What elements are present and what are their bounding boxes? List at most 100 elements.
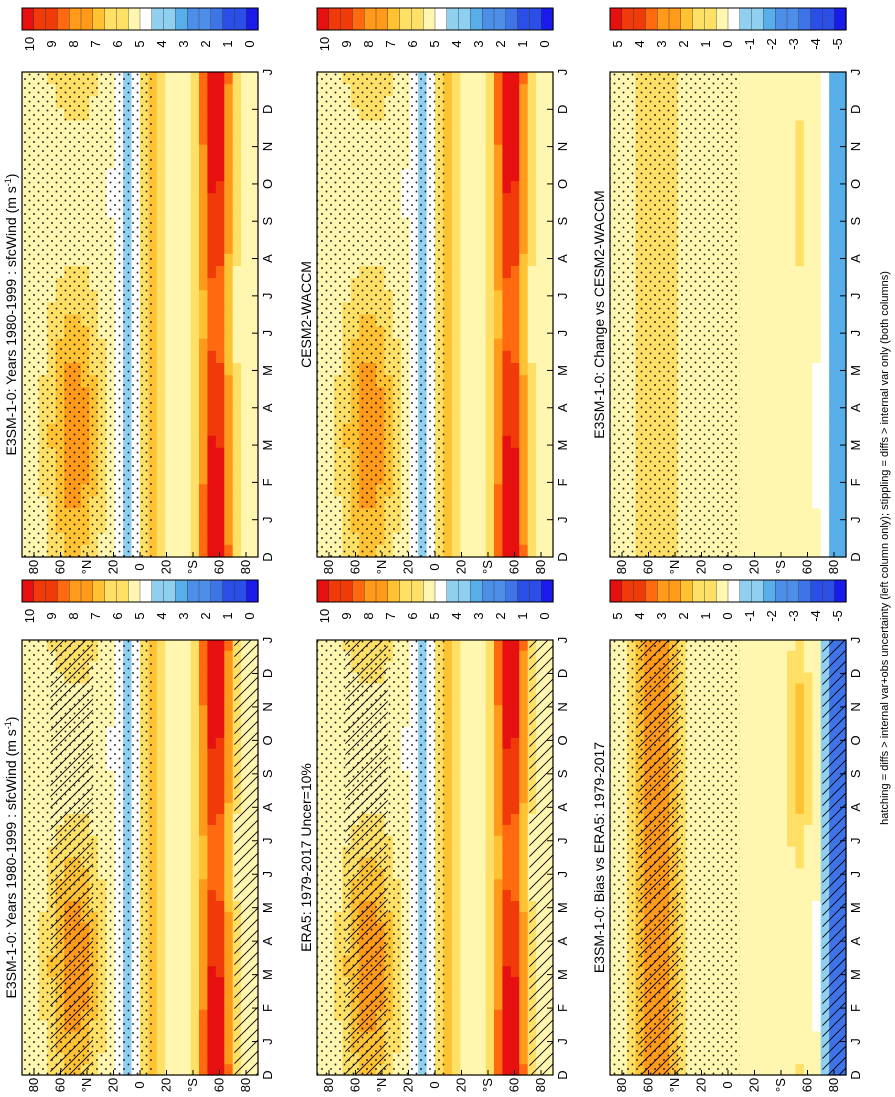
field-cell bbox=[156, 759, 166, 772]
field-cell bbox=[468, 759, 478, 772]
field-cell bbox=[148, 532, 158, 546]
field-cell bbox=[182, 350, 192, 364]
field-cell bbox=[494, 363, 504, 376]
field-cell bbox=[207, 423, 217, 437]
field-cell bbox=[536, 72, 546, 85]
field-cell bbox=[241, 302, 251, 316]
field-cell bbox=[510, 694, 520, 706]
field-cell bbox=[148, 375, 158, 388]
field-cell bbox=[502, 399, 512, 413]
field-cell bbox=[224, 132, 234, 146]
field-cell bbox=[460, 205, 470, 219]
field-cell bbox=[207, 108, 217, 122]
field-cell bbox=[173, 496, 183, 510]
field-cell bbox=[182, 803, 192, 815]
field-cell bbox=[460, 933, 470, 946]
field-cell bbox=[190, 846, 200, 859]
field-cell bbox=[148, 944, 158, 956]
field-cell bbox=[451, 132, 461, 146]
field-cell bbox=[519, 156, 529, 170]
field-cell bbox=[207, 661, 217, 674]
field-cell bbox=[199, 399, 209, 413]
field-cell bbox=[224, 879, 234, 891]
field-cell bbox=[190, 460, 200, 473]
colorbar-swatch bbox=[104, 7, 118, 31]
field-cell bbox=[224, 770, 234, 782]
field-cell bbox=[460, 278, 470, 291]
field-cell bbox=[477, 144, 487, 158]
field-cell bbox=[527, 460, 537, 473]
field-cell bbox=[148, 484, 158, 497]
field-cell bbox=[451, 435, 461, 449]
field-cell bbox=[182, 72, 192, 85]
field-cell bbox=[519, 998, 529, 1011]
field-cell bbox=[148, 205, 158, 219]
lat-tick-label: 20 bbox=[106, 560, 121, 574]
colorbar-label: 7 bbox=[383, 612, 398, 619]
field-cell bbox=[156, 84, 166, 97]
field-cell bbox=[468, 868, 478, 880]
field-cell bbox=[544, 156, 554, 170]
field-cell bbox=[215, 229, 225, 243]
field-cell bbox=[536, 496, 546, 510]
field-cell bbox=[468, 716, 478, 728]
field-cell bbox=[468, 933, 478, 946]
field-cell bbox=[190, 1042, 200, 1054]
field-cell bbox=[477, 955, 487, 967]
field-cell bbox=[156, 770, 166, 782]
field-cell bbox=[510, 1053, 520, 1065]
field-cell bbox=[443, 544, 453, 558]
field-cell bbox=[477, 508, 487, 522]
colorbar-label: 4 bbox=[449, 612, 464, 619]
field-cell bbox=[173, 387, 183, 400]
field-cell bbox=[485, 737, 495, 750]
field-cell bbox=[477, 814, 487, 826]
field-cell bbox=[215, 781, 225, 793]
field-cell bbox=[173, 108, 183, 122]
field-cell bbox=[215, 326, 225, 340]
field-cell bbox=[156, 694, 166, 706]
field-cell bbox=[451, 922, 461, 935]
field-cell bbox=[182, 181, 192, 194]
field-cell bbox=[485, 944, 495, 956]
lat-tick-label: 60 bbox=[507, 1078, 522, 1092]
field-cell bbox=[173, 748, 183, 761]
field-cell bbox=[207, 781, 217, 793]
field-cell bbox=[468, 435, 478, 449]
field-cell bbox=[451, 1064, 461, 1076]
field-cell bbox=[224, 496, 234, 510]
field-cell bbox=[173, 857, 183, 869]
field-cell bbox=[249, 132, 259, 146]
field-cell bbox=[165, 955, 175, 967]
field-cell bbox=[451, 759, 461, 772]
colorbar-swatch bbox=[116, 579, 129, 603]
field-cell bbox=[443, 835, 453, 848]
field-cell bbox=[510, 241, 520, 255]
field-cell bbox=[215, 933, 225, 946]
field-cell bbox=[199, 229, 209, 243]
field-cell bbox=[443, 496, 453, 510]
field-cell bbox=[165, 1009, 175, 1022]
month-tick-label: S bbox=[555, 217, 570, 226]
field-cell bbox=[182, 496, 192, 510]
field-cell bbox=[241, 278, 251, 291]
colorbar-swatch bbox=[68, 7, 82, 31]
field-cell bbox=[215, 278, 225, 291]
field-cell bbox=[477, 217, 487, 231]
field-cell bbox=[510, 998, 520, 1011]
field-cell bbox=[468, 108, 478, 122]
field-cell bbox=[165, 814, 175, 826]
field-cell bbox=[165, 988, 175, 1000]
field-cell bbox=[165, 447, 175, 461]
field-cell bbox=[232, 84, 242, 97]
month-tick-label: D bbox=[260, 669, 275, 678]
field-cell bbox=[215, 290, 225, 303]
field-cell bbox=[148, 868, 158, 880]
colorbar-swatch bbox=[116, 7, 129, 31]
field-cell bbox=[544, 205, 554, 219]
field-cell bbox=[173, 683, 183, 695]
field-cell bbox=[215, 132, 225, 146]
field-cell bbox=[182, 640, 192, 652]
field-cell bbox=[485, 96, 495, 109]
field-cell bbox=[510, 387, 520, 400]
